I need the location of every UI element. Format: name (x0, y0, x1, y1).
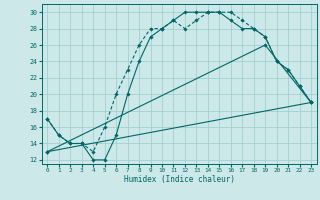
X-axis label: Humidex (Indice chaleur): Humidex (Indice chaleur) (124, 175, 235, 184)
